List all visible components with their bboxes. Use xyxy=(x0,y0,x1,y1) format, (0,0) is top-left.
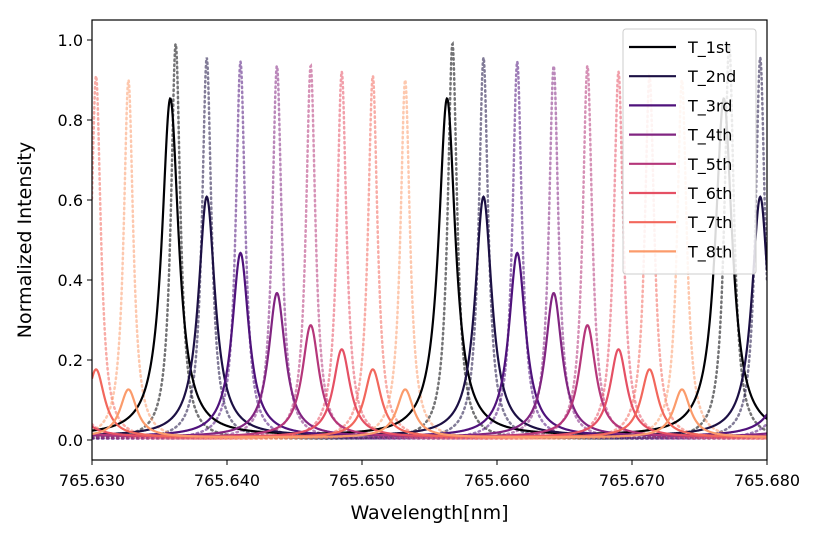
x-tick-label: 765.680 xyxy=(734,471,800,490)
legend-label-6: T_6th xyxy=(687,184,732,204)
y-tick-label: 1.0 xyxy=(58,31,83,50)
legend-label-5: T_5th xyxy=(687,155,732,175)
x-tick-label: 765.670 xyxy=(599,471,665,490)
y-tick-label: 0.4 xyxy=(58,271,83,290)
series-2-reference-dotted-line xyxy=(92,57,767,440)
legend-label-7: T_7th xyxy=(687,213,732,233)
y-tick-label: 0.2 xyxy=(58,351,83,370)
series-8-line xyxy=(92,388,767,439)
legend-label-3: T_3rd xyxy=(687,96,732,116)
x-tick-label: 765.650 xyxy=(329,471,395,490)
legend-label-8: T_8th xyxy=(687,242,732,262)
legend-label-4: T_4th xyxy=(687,126,732,146)
y-tick-label: 0.8 xyxy=(58,111,83,130)
x-tick-label: 765.630 xyxy=(59,471,125,490)
plot-frame xyxy=(91,19,768,461)
series-1-line xyxy=(92,97,767,435)
legend: T_1st T_2nd T_3rd T_4th T_5th T_6th T_7th T_8th xyxy=(622,28,757,275)
x-tick-label: 765.640 xyxy=(194,471,260,490)
legend-label-1: T_1st xyxy=(687,38,731,58)
y-tick-label: 0.6 xyxy=(58,191,83,210)
y-tick-label: 0.0 xyxy=(58,431,83,450)
x-axis-label: Wavelength[nm] xyxy=(350,502,508,524)
y-axis-label: Normalized Intensity xyxy=(14,142,36,339)
x-tick-label: 765.660 xyxy=(464,471,530,490)
legend-label-2: T_2nd xyxy=(687,67,736,87)
legend-box xyxy=(622,28,757,275)
